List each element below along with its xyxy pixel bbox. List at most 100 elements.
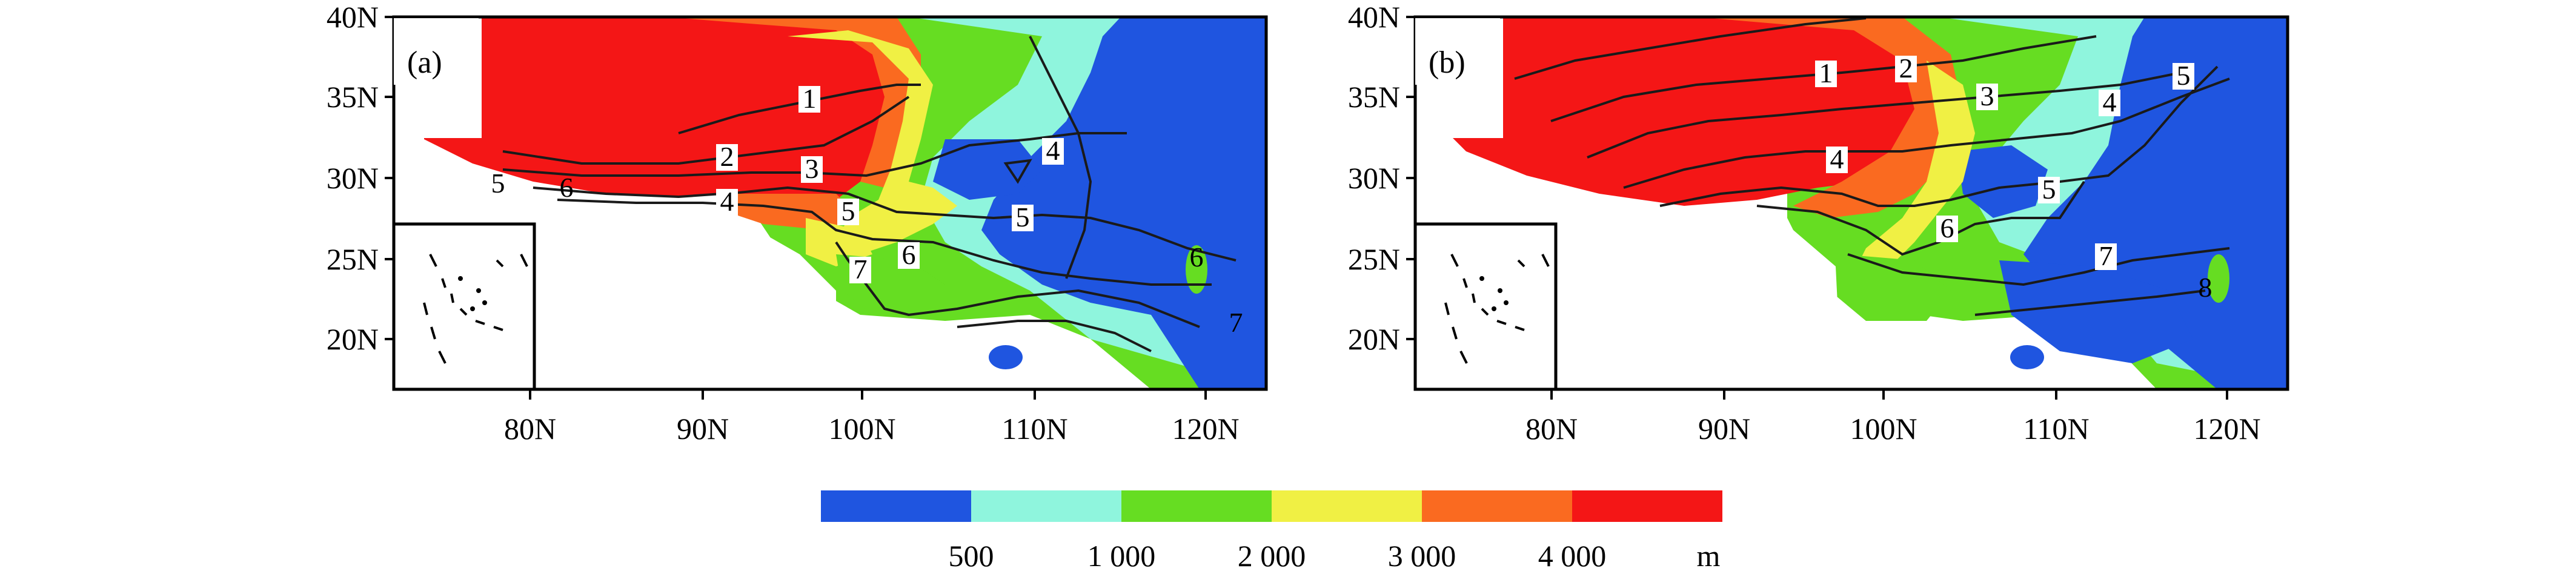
panel-a-contour-label: 6 xyxy=(1190,242,1204,272)
panel-b-hainan xyxy=(2010,345,2044,369)
panel-b-contour-line xyxy=(1623,77,2230,189)
panel-a-contour-label-box xyxy=(1042,138,1064,165)
panel-b-y-tick: 30N xyxy=(1348,161,1400,195)
panel-b-contour-label-box xyxy=(1895,56,1917,82)
panel-a-x-tick: 80N xyxy=(504,412,556,446)
panel-a-y-tick: 40N xyxy=(327,0,379,34)
panel-a-region-blue-east xyxy=(933,139,1042,200)
panel-b-y-tick: 25N xyxy=(1348,242,1400,276)
panel-b-frame xyxy=(1413,15,2289,391)
panel-b-contour-line xyxy=(1587,71,2182,159)
panel-b-region-green-south xyxy=(1830,254,1951,321)
panel-a-contour-label: 4 xyxy=(720,186,734,217)
panel-b-inset xyxy=(1413,222,1558,391)
panel-a-contour-line xyxy=(533,186,1237,262)
panel-a-x-tick: 100N xyxy=(828,412,895,446)
panel-a-x-tick: 120N xyxy=(1172,412,1239,446)
panel-b-y-tick: 20N xyxy=(1348,322,1400,356)
panel-a-contour-label-box xyxy=(837,199,859,225)
panel-a-contour-label: 6 xyxy=(902,239,916,270)
panel-a-contour-label: 7 xyxy=(1229,307,1243,338)
legend-tick-label: 500 xyxy=(949,539,994,573)
panel-b-contour-label: 8 xyxy=(2199,272,2213,303)
panel-a-region-yellow-south xyxy=(806,218,872,266)
panel-a-y-tick: 25N xyxy=(327,242,379,276)
panel-b-x-tick: 120N xyxy=(2193,412,2260,446)
legend-unit: m xyxy=(1697,539,1721,573)
panel-a-region-red xyxy=(424,17,909,200)
panel-a-contour-label: 6 xyxy=(560,172,574,203)
legend-tick-label: 2 000 xyxy=(1238,539,1306,573)
panel-b-contour-label-box xyxy=(1936,216,1958,242)
panel-a-contour-line xyxy=(502,132,1127,177)
panel-a-contour-label-box xyxy=(898,242,920,269)
panel-a-inset xyxy=(392,222,536,391)
panel-a-contour-labels: 1 2 3 4 4 5 5 6 6 7 6 7 5 xyxy=(491,83,1243,338)
legend-swatch-2000-3000 xyxy=(1272,490,1422,522)
legend-swatch-500-1000 xyxy=(971,490,1121,522)
legend-tick-label: 3 000 xyxy=(1388,539,1456,573)
panel-a-contour-label: 5 xyxy=(842,196,855,226)
panel-b-x-tick: 110N xyxy=(2023,412,2089,446)
panel-b-contour-label: 7 xyxy=(2099,240,2113,271)
legend-tick-label: 4 000 xyxy=(1538,539,1607,573)
panel-a-contour-label: 2 xyxy=(720,141,734,172)
panel-b-x-axis: 80N 90N 100N 110N 120N xyxy=(1525,389,2261,446)
legend-tick-label: 1 000 xyxy=(1087,539,1156,573)
panel-a-y-tick: 20N xyxy=(327,322,379,356)
panel-a-contour-label: 4 xyxy=(1046,135,1060,166)
panel-b-region-blue-mid xyxy=(1957,145,2048,218)
panel-b-contour-labels: 1 2 3 4 5 4 5 6 7 8 xyxy=(1815,53,2213,303)
panel-b-contour-label: 1 xyxy=(1819,58,1833,88)
panel-b-contour-label: 6 xyxy=(1940,213,1954,243)
panel-a-contour-line xyxy=(1029,36,1092,279)
panel-a: 1 2 3 4 4 5 5 6 6 7 6 7 5 xyxy=(327,0,1268,446)
panel-b-contour-label-box xyxy=(1826,147,1848,173)
panel-a-contour-label-box xyxy=(1012,205,1034,231)
panel-a-region-yellow xyxy=(788,30,957,254)
panel-a-contour-label-box xyxy=(849,257,871,283)
panel-b-contour-label: 4 xyxy=(2103,87,2117,117)
panel-b: 1 2 3 4 5 4 5 6 7 8 xyxy=(1348,0,2289,446)
panel-a-contour-label: 1 xyxy=(803,83,817,114)
panel-a-frame xyxy=(392,15,1268,391)
panel-a-contour-line xyxy=(678,84,921,134)
panel-a-y-axis: 40N 35N 30N 25N 20N xyxy=(327,0,394,356)
panel-a-contour-line xyxy=(1003,159,1032,184)
panel-b-contour-label-box xyxy=(2095,243,2117,270)
panel-b-contour-label-box xyxy=(1976,84,1998,110)
panel-b-region-yellow xyxy=(1854,61,1975,272)
panel-a-region-blue xyxy=(981,17,1266,389)
panel-b-region-orange xyxy=(1696,17,1963,218)
panel-a-label: (a) xyxy=(407,45,442,80)
panel-b-contour-label-box xyxy=(2038,177,2060,203)
legend-swatch-3000-4000 xyxy=(1422,490,1572,522)
panel-b-contour-line xyxy=(1974,289,2206,316)
panel-b-x-tick: 80N xyxy=(1525,412,1578,446)
panel-a-contour-label: 5 xyxy=(491,168,505,199)
panel-a-contour-label-box xyxy=(716,144,738,171)
panel-a-contour-label-box xyxy=(798,86,820,113)
panel-b-contour-line xyxy=(1659,65,2219,207)
panel-a-x-tick: 90N xyxy=(677,412,729,446)
panel-b-y-tick: 40N xyxy=(1348,0,1400,34)
panel-a-y-tick: 35N xyxy=(327,80,379,114)
panel-a-x-axis: 80N 90N 100N 110N 120N xyxy=(504,389,1240,446)
panel-b-x-tick: 90N xyxy=(1698,412,1750,446)
panel-b-contour-line xyxy=(1514,17,1867,80)
legend-swatch-below-500 xyxy=(821,490,971,522)
panel-a-region-orange xyxy=(666,17,921,188)
panel-a-contour-line xyxy=(957,320,1152,352)
panel-a-hainan xyxy=(989,345,1023,369)
panel-a-y-tick: 30N xyxy=(327,161,379,195)
panel-b-contour-line xyxy=(1847,247,2230,286)
panel-b-contour-label: 5 xyxy=(2177,60,2191,91)
panel-a-taiwan xyxy=(1186,245,1207,294)
panel-a-contour-label: 7 xyxy=(854,254,868,285)
panel-b-contour-label: 2 xyxy=(1899,53,1913,84)
panel-b-contour-label-box xyxy=(2173,63,2194,90)
legend-swatch-1000-2000 xyxy=(1121,490,1272,522)
panel-b-label: (b) xyxy=(1429,45,1466,80)
panel-b-y-axis: 40N 35N 30N 25N 20N xyxy=(1348,0,1415,356)
colorbar-legend: 500 1 000 2 000 3 000 4 000 m xyxy=(821,490,1722,573)
